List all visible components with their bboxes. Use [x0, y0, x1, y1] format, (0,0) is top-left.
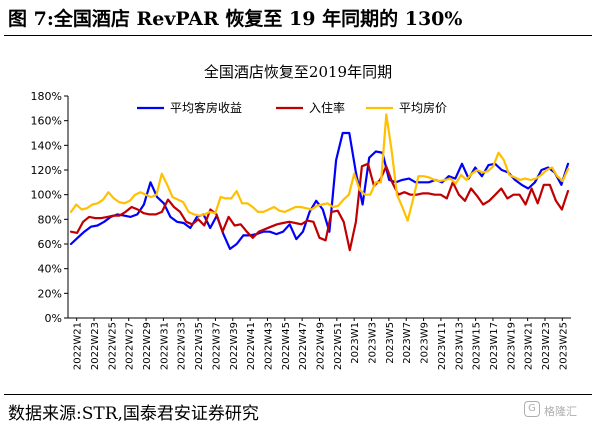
x-tick-label: 2023W7: [402, 322, 413, 364]
legend-label: 平均房价: [399, 100, 447, 115]
x-tick-label: 2022W37: [211, 322, 222, 370]
bottom-rule: [4, 394, 592, 395]
x-tick-label: 2022W25: [107, 322, 118, 370]
y-tick-label: 120%: [31, 164, 62, 177]
series-line-1: [69, 131, 570, 250]
x-tick-label: 2023W19: [506, 322, 517, 370]
x-tick-label: 2023W9: [420, 322, 431, 364]
series-lines: [69, 113, 570, 252]
x-tick-label: 2023W5: [385, 322, 396, 364]
x-axis-ticks: 2022W21 2022W23 2022W25 2022W27 2022W29 2022W…: [73, 318, 569, 370]
x-tick-label: 2023W17: [489, 322, 500, 370]
y-tick-label: 20%: [38, 287, 62, 300]
line-chart: 全国酒店恢复至2019年同期 0% 20% 40% 60% 80% 100% 120% 140…: [31, 63, 571, 370]
x-tick-label: 2023W25: [558, 322, 569, 370]
x-tick-label: 2023W23: [541, 322, 552, 370]
top-rule: [4, 35, 592, 36]
y-tick-label: 80%: [38, 213, 62, 226]
y-tick-label: 180%: [31, 90, 62, 103]
x-tick-label: 2022W43: [263, 322, 274, 370]
x-tick-label: 2023W15: [472, 322, 483, 370]
x-tick-label: 2023W3: [368, 322, 379, 364]
x-tick-label: 2023W11: [437, 322, 448, 370]
x-tick-label: 2023W13: [454, 322, 465, 370]
y-tick-label: 140%: [31, 139, 62, 152]
x-tick-label: 2022W41: [246, 322, 257, 370]
legend: 平均客房收益 入住率 平均房价: [137, 100, 447, 115]
x-tick-label: 2022W39: [229, 322, 240, 370]
watermark-logo-icon: G: [524, 401, 540, 417]
y-tick-label: 0%: [45, 312, 62, 325]
watermark: G 格隆汇: [524, 398, 586, 422]
watermark-text: 格隆汇: [544, 405, 577, 418]
legend-label: 入住率: [309, 100, 345, 115]
series-line-2: [69, 162, 570, 252]
x-tick-label: 2023W21: [524, 322, 535, 370]
x-tick-label: 2022W51: [333, 322, 344, 370]
y-tick-label: 160%: [31, 115, 62, 128]
chart-title: 全国酒店恢复至2019年同期: [204, 63, 392, 81]
x-tick-label: 2022W33: [177, 322, 188, 370]
y-tick-label: 40%: [38, 263, 62, 276]
legend-label: 平均客房收益: [170, 100, 242, 115]
x-tick-label: 2022W29: [142, 322, 153, 370]
x-tick-label: 2022W21: [73, 322, 84, 370]
x-tick-label: 2022W49: [316, 322, 327, 370]
x-tick-label: 2022W35: [194, 322, 205, 370]
x-tick-label: 2022W23: [90, 322, 101, 370]
figure-title: 图 7:全国酒店 RevPAR 恢复至 19 年同期的 130%: [8, 8, 463, 30]
y-axis-ticks: 0% 20% 40% 60% 80% 100% 120% 140% 160% 180%: [31, 90, 68, 325]
x-tick-label: 2022W47: [298, 322, 309, 370]
series-line-3: [69, 113, 570, 222]
y-tick-label: 60%: [38, 238, 62, 251]
source-note: 数据来源:STR,国泰君安证券研究: [8, 404, 259, 424]
x-tick-label: 2022W31: [159, 322, 170, 370]
x-tick-label: 2022W45: [281, 322, 292, 370]
x-tick-label: 2023W1: [350, 322, 361, 364]
x-tick-label: 2022W27: [125, 322, 136, 370]
y-tick-label: 100%: [31, 189, 62, 202]
